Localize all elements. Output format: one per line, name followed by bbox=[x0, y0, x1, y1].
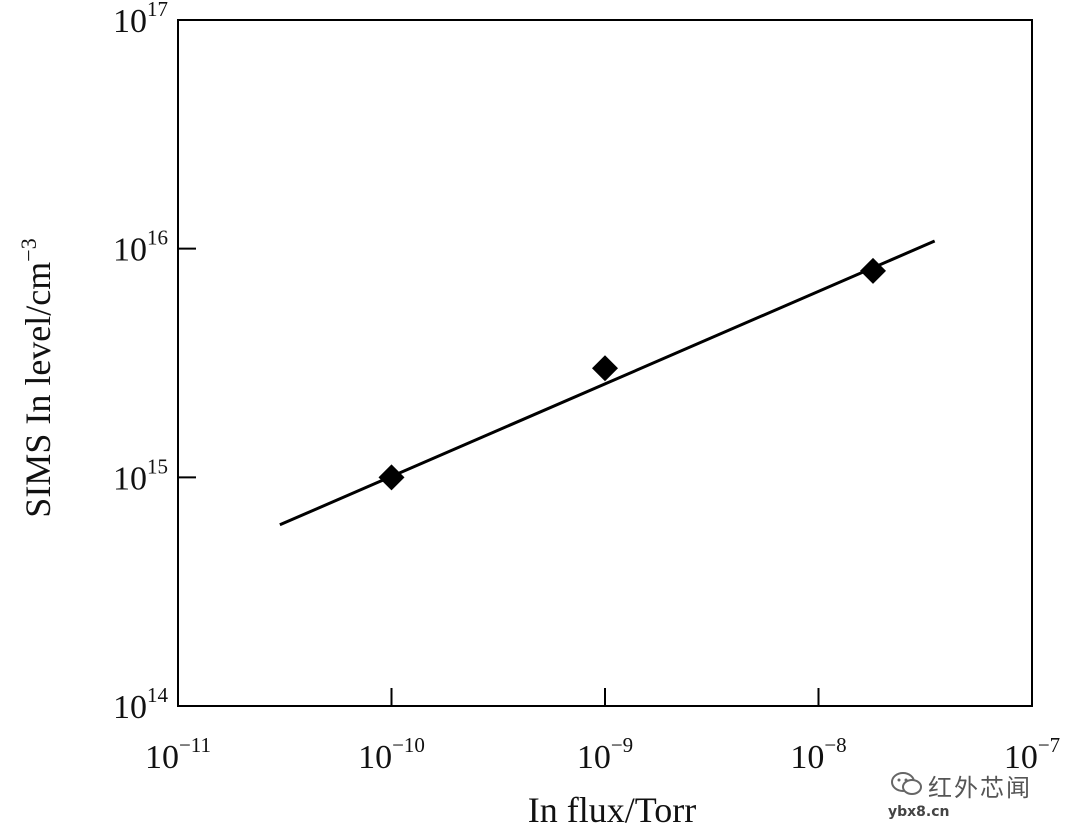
y-tick-base: 10 bbox=[113, 3, 147, 40]
wechat-icon bbox=[891, 772, 922, 795]
data-point-diamond bbox=[592, 355, 618, 382]
y-axis-title-sup: −3 bbox=[16, 238, 41, 261]
x-axis-title: In flux/Torr bbox=[528, 790, 696, 830]
watermark-text: 红外芯闻 bbox=[928, 774, 1032, 802]
x-tick-base: 10 bbox=[145, 739, 179, 776]
y-tick-base: 10 bbox=[113, 689, 147, 726]
x-tick-exp: −9 bbox=[611, 733, 633, 757]
x-tick-exp: −7 bbox=[1038, 733, 1060, 757]
x-tick-base: 10 bbox=[790, 739, 824, 776]
x-tick-label: 10−10 bbox=[358, 733, 425, 776]
y-tick-label: 1016 bbox=[113, 226, 168, 269]
y-tick-base: 10 bbox=[113, 232, 147, 269]
x-tick-base: 10 bbox=[358, 739, 392, 776]
fit-line bbox=[279, 239, 936, 527]
x-tick-label: 10−11 bbox=[145, 733, 211, 776]
x-axis-ticks: 10−11 10−10 10−9 10−8 10−7 bbox=[145, 688, 1060, 776]
x-tick-exp: −10 bbox=[392, 733, 425, 757]
x-tick-label: 10−7 bbox=[1004, 733, 1060, 776]
y-tick-exp: 17 bbox=[147, 0, 168, 21]
data-point-diamond bbox=[378, 464, 405, 491]
x-tick-exp: −11 bbox=[179, 733, 211, 757]
x-tick-base: 10 bbox=[577, 739, 611, 776]
x-tick-exp: −8 bbox=[824, 733, 846, 757]
y-axis-title: SIMS In level/cm−3 bbox=[16, 238, 58, 517]
watermark: 红外芯闻 ybx8.cn bbox=[888, 760, 1078, 826]
y-tick-label: 1015 bbox=[113, 454, 168, 497]
x-tick-label: 10−9 bbox=[577, 733, 633, 776]
y-tick-label: 1017 bbox=[113, 0, 168, 40]
y-tick-exp: 14 bbox=[147, 683, 169, 707]
data-series bbox=[279, 239, 936, 527]
y-axis-title-main: SIMS In level/cm bbox=[18, 262, 58, 518]
y-tick-exp: 16 bbox=[147, 226, 168, 250]
data-point-diamond bbox=[860, 257, 887, 284]
y-tick-exp: 15 bbox=[147, 454, 168, 478]
y-tick-label: 1014 bbox=[113, 683, 169, 726]
watermark-subtext: ybx8.cn bbox=[888, 804, 950, 820]
x-tick-base: 10 bbox=[1004, 739, 1038, 776]
x-tick-label: 10−8 bbox=[790, 733, 846, 776]
y-tick-base: 10 bbox=[113, 460, 147, 497]
